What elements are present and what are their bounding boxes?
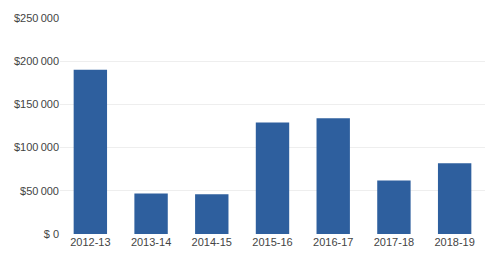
- svg-text:$100 000: $100 000: [14, 141, 59, 153]
- svg-text:2017-18: 2017-18: [374, 236, 414, 248]
- svg-text:2015-16: 2015-16: [252, 236, 292, 248]
- svg-text:$200 000: $200 000: [14, 55, 59, 67]
- svg-text:$250 000: $250 000: [14, 12, 59, 24]
- svg-text:$ 0: $ 0: [44, 228, 59, 240]
- svg-text:2018-19: 2018-19: [434, 236, 474, 248]
- svg-text:2016-17: 2016-17: [313, 236, 353, 248]
- svg-text:$50 000: $50 000: [20, 185, 59, 197]
- svg-text:2013-14: 2013-14: [131, 236, 171, 248]
- svg-text:2012-13: 2012-13: [70, 236, 110, 248]
- svg-text:2014-15: 2014-15: [192, 236, 232, 248]
- svg-text:$150 000: $150 000: [14, 98, 59, 110]
